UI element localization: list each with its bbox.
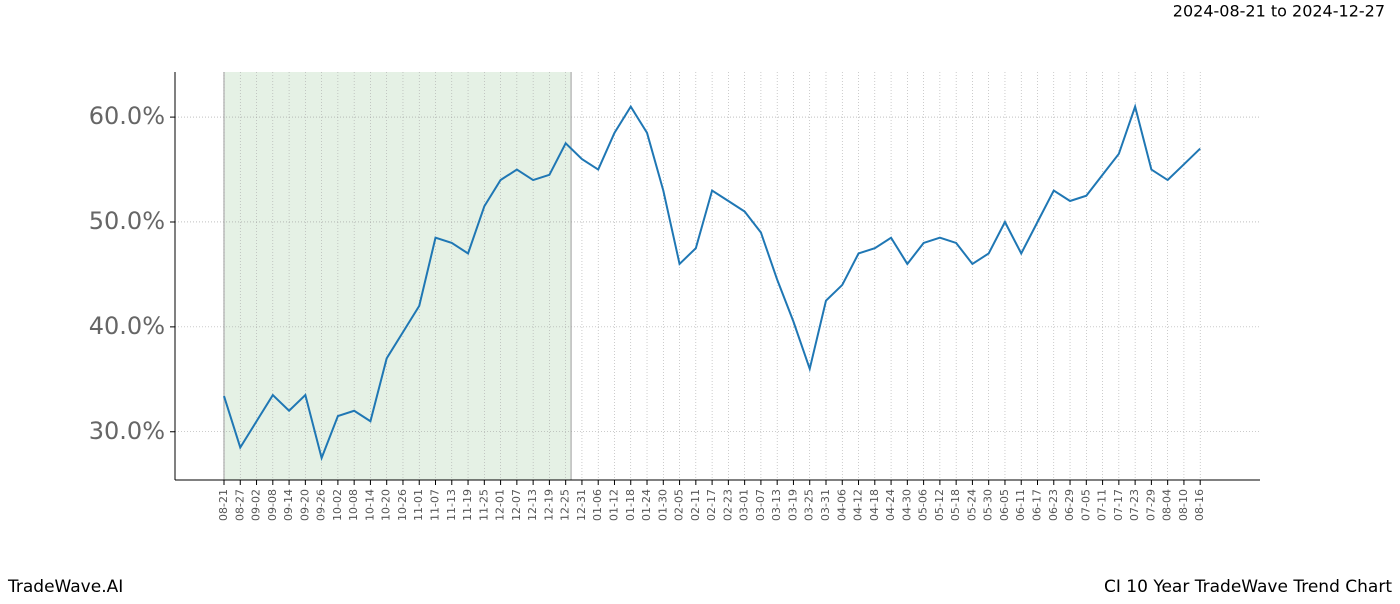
x-tick-label: 03-31: [819, 489, 832, 521]
x-tick-label: 05-24: [965, 489, 978, 521]
x-tick-label: 04-30: [900, 489, 913, 521]
x-tick-label: 11-13: [445, 489, 458, 521]
x-tick-label: 07-23: [1128, 489, 1141, 521]
x-tick-label: 12-19: [542, 489, 555, 521]
x-tick-label: 11-25: [477, 489, 490, 521]
x-tick-label: 01-30: [656, 489, 669, 521]
x-tick-label: 11-19: [461, 489, 474, 521]
x-tick-label: 03-07: [754, 489, 767, 521]
x-tick-label: 12-13: [526, 489, 539, 521]
x-tick-label: 03-25: [803, 489, 816, 521]
x-tick-label: 04-24: [884, 489, 897, 521]
y-tick-label: 30.0%: [89, 417, 165, 445]
x-tick-label: 07-17: [1112, 489, 1125, 521]
x-tick-label: 12-01: [494, 489, 507, 521]
x-tick-label: 07-29: [1144, 489, 1157, 521]
x-tick-label: 10-08: [347, 489, 360, 521]
x-tick-label: 10-02: [331, 489, 344, 521]
x-tick-label: 06-05: [998, 489, 1011, 521]
x-tick-label: 01-12: [607, 489, 620, 521]
x-tick-label: 07-11: [1096, 489, 1109, 521]
x-tick-label: 12-07: [510, 489, 523, 521]
x-tick-label: 01-06: [591, 489, 604, 521]
x-tick-label: 02-23: [721, 489, 734, 521]
x-tick-label: 08-10: [1177, 489, 1190, 521]
x-tick-label: 05-12: [933, 489, 946, 521]
x-tick-label: 04-12: [852, 489, 865, 521]
x-tick-label: 11-07: [429, 489, 442, 521]
x-tick-label: 03-01: [738, 489, 751, 521]
y-tick-label: 60.0%: [89, 102, 165, 130]
x-tick-label: 12-25: [559, 489, 572, 521]
x-tick-label: 04-06: [835, 489, 848, 521]
x-tick-label: 06-23: [1047, 489, 1060, 521]
x-tick-label: 04-18: [868, 489, 881, 521]
x-tick-label: 08-21: [217, 489, 230, 521]
x-tick-label: 10-20: [380, 489, 393, 521]
x-tick-label: 11-01: [412, 489, 425, 521]
x-tick-label: 07-05: [1079, 489, 1092, 521]
x-tick-label: 08-04: [1161, 489, 1174, 521]
x-tick-label: 02-11: [689, 489, 702, 521]
x-tick-label: 05-30: [982, 489, 995, 521]
x-tick-label: 02-05: [673, 489, 686, 521]
date-range: 2024-08-21 to 2024-12-27: [1173, 2, 1385, 21]
x-tick-label: 10-26: [396, 489, 409, 521]
chart-title: CI 10 Year TradeWave Trend Chart: [1104, 577, 1392, 597]
x-tick-label: 10-14: [363, 489, 376, 521]
x-tick-label: 08-27: [233, 489, 246, 521]
series-line: [223, 103, 1201, 462]
x-tick-label: 09-02: [250, 489, 263, 521]
y-tick-label: 50.0%: [89, 207, 165, 235]
y-tick-label: 40.0%: [89, 312, 165, 340]
x-tick-label: 06-17: [1031, 489, 1044, 521]
x-tick-label: 01-24: [640, 489, 653, 521]
x-tick-label: 09-26: [315, 489, 328, 521]
x-tick-label: 03-19: [786, 489, 799, 521]
brand: TradeWave.AI: [7, 577, 123, 597]
x-tick-label: 08-16: [1193, 489, 1206, 521]
x-tick-label: 05-06: [917, 489, 930, 521]
x-tick-label: 01-18: [624, 489, 637, 521]
x-tick-label: 05-18: [949, 489, 962, 521]
x-tick-label: 06-29: [1063, 489, 1076, 521]
x-tick-label: 09-14: [282, 489, 295, 521]
x-tick-label: 09-08: [266, 489, 279, 521]
x-tick-label: 12-31: [575, 489, 588, 521]
x-tick-label: 03-13: [770, 489, 783, 521]
x-tick-label: 09-20: [298, 489, 311, 521]
x-tick-label: 06-11: [1014, 489, 1027, 521]
x-tick-label: 02-17: [705, 489, 718, 521]
highlight-region: [224, 72, 572, 480]
